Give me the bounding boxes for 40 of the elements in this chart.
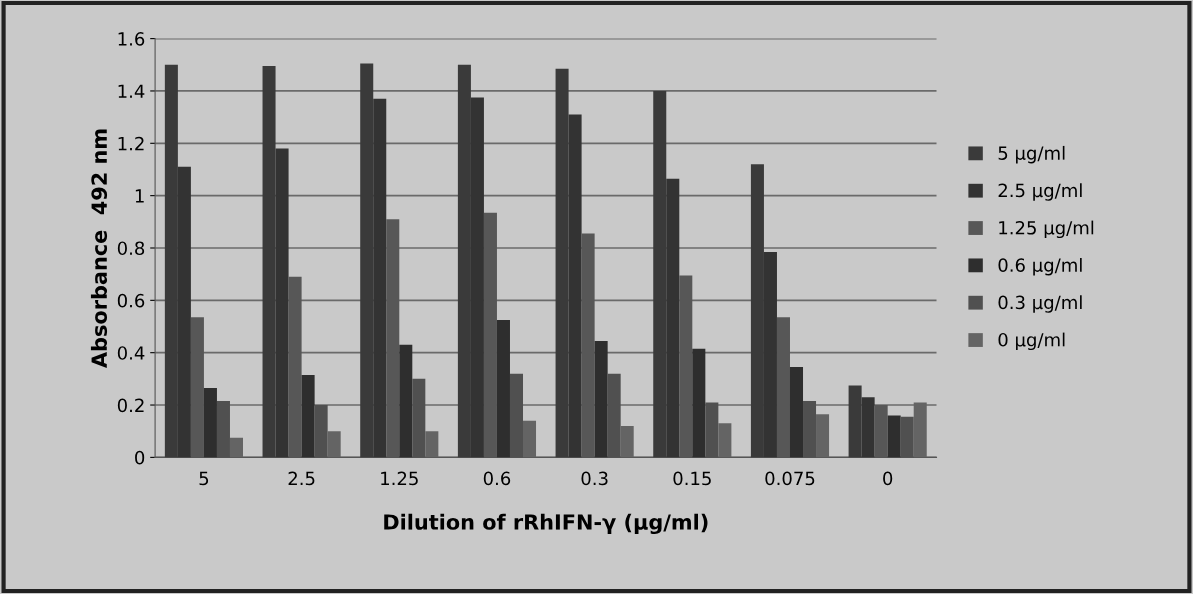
y-tick-label: 0 xyxy=(135,450,145,465)
y-tick-label: 0.8 xyxy=(117,241,145,256)
x-tick-label: 5 xyxy=(199,471,209,486)
y-tick-label: 1.4 xyxy=(118,84,145,98)
legend-label: 1.25 μg/ml xyxy=(999,220,1094,239)
bar xyxy=(496,319,510,458)
legend-label: 5 μg/ml xyxy=(998,145,1065,164)
x-tick-label: 0.15 xyxy=(673,471,711,486)
bar xyxy=(203,388,217,458)
bar xyxy=(301,374,315,458)
x-tick-label: 0.3 xyxy=(581,471,608,486)
bar xyxy=(692,348,706,458)
y-axis-title: Absorbance 492 nm xyxy=(90,129,108,368)
bar xyxy=(789,367,804,458)
legend-label: 0 μg/ml xyxy=(998,332,1065,351)
bar xyxy=(523,420,537,458)
bar xyxy=(620,425,634,458)
y-tick-label: 0.6 xyxy=(117,293,145,308)
y-tick-label: 1.2 xyxy=(118,136,144,151)
bar xyxy=(816,414,830,458)
bar xyxy=(399,344,413,458)
bar xyxy=(425,431,439,458)
y-tick-label: 1 xyxy=(135,189,144,203)
bar xyxy=(229,437,243,458)
bar xyxy=(718,423,732,458)
x-tick-label: 0.075 xyxy=(765,471,815,486)
legend-label: 0.3 μg/ml xyxy=(998,295,1082,313)
legend-label: 2.5 μg/ml xyxy=(998,183,1082,201)
bar xyxy=(594,340,608,458)
y-tick-label: 0.2 xyxy=(117,398,144,413)
x-tick-label: 0 xyxy=(883,471,893,486)
bar xyxy=(327,431,341,458)
legend-label: 0.6 μg/ml xyxy=(998,257,1082,276)
x-tick-label: 0.6 xyxy=(483,471,511,486)
y-tick-label: 0.4 xyxy=(117,346,145,360)
y-tick-label: 1.6 xyxy=(118,32,145,46)
x-tick-label: 2.5 xyxy=(288,471,315,486)
bar xyxy=(887,415,901,458)
x-axis-title: Dilution of rRhIFN-γ (μg/ml) xyxy=(384,513,708,535)
x-tick-label: 1.25 xyxy=(381,471,418,486)
